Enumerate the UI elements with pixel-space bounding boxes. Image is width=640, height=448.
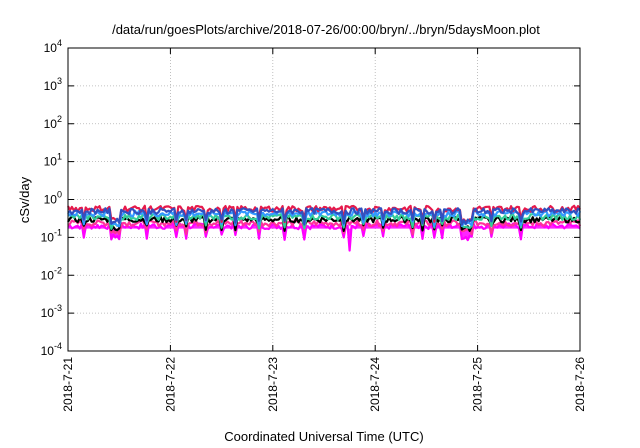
y-tick-label: 101 <box>44 152 62 169</box>
chart-title: /data/run/goesPlots/archive/2018-07-26/0… <box>112 22 540 37</box>
x-axis-ticks: 2018-7-21 2018-7-22 2018-7-23 2018-7-24 2018… <box>61 48 587 412</box>
x-tick-label: 2018-7-26 <box>573 357 587 412</box>
y-axis-label: cSv/day <box>17 176 32 223</box>
y-tick-label: 103 <box>44 76 62 93</box>
series-line <box>67 209 582 228</box>
y-tick-label: 10-3 <box>41 303 62 320</box>
x-axis-label: Coordinated Universal Time (UTC) <box>224 429 423 444</box>
x-tick-label: 2018-7-23 <box>266 357 280 412</box>
grid-lines <box>68 48 580 351</box>
x-tick-label: 2018-7-25 <box>471 357 485 412</box>
y-tick-label: 102 <box>44 114 62 131</box>
x-tick-label: 2018-7-21 <box>61 357 75 412</box>
y-tick-label: 10-1 <box>41 227 62 244</box>
y-axis-ticks: 10-4 10-3 10-2 10-1 100 101 102 103 104 <box>41 38 580 358</box>
series-line <box>67 219 582 236</box>
series-line <box>67 222 581 252</box>
series-group <box>67 204 582 252</box>
y-tick-label: 104 <box>44 38 62 55</box>
y-tick-label: 10-2 <box>41 265 62 282</box>
y-tick-label: 10-4 <box>41 341 62 358</box>
series-line <box>67 215 581 232</box>
series-line <box>67 207 581 226</box>
y-tick-label: 100 <box>44 190 62 207</box>
x-tick-label: 2018-7-24 <box>368 357 382 412</box>
x-tick-label: 2018-7-22 <box>163 357 177 412</box>
